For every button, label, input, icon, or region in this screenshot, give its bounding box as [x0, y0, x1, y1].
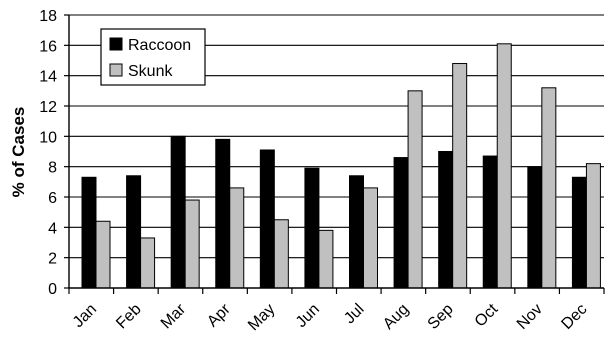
bar-skunk-jan: [95, 220, 111, 289]
bar-skunk-sep: [452, 63, 468, 289]
legend: Raccoon Skunk: [100, 28, 206, 86]
x-tick-label-mar: Mar: [158, 300, 190, 332]
x-tick-labels: Jan Feb Mar Apr May Jun Jul Aug Sep Oct Nov Dec: [70, 300, 591, 334]
bar-raccoon-mar: [170, 135, 186, 289]
axes: [68, 15, 605, 294]
y-tick-label: 12: [39, 99, 57, 116]
bar-raccoon-aug: [393, 157, 409, 289]
bar-raccoon-nov: [527, 166, 543, 289]
x-tick-label-jan: Jan: [70, 301, 100, 331]
bar-raccoon-apr: [215, 138, 231, 289]
bars: [81, 43, 601, 289]
bar-raccoon-jul: [349, 175, 364, 289]
y-tick-label: 16: [39, 38, 57, 55]
bar-skunk-jun: [318, 229, 334, 289]
bar-skunk-nov: [541, 87, 557, 289]
x-tick-label-nov: Nov: [514, 301, 546, 333]
legend-swatch-skunk: [109, 63, 123, 77]
bar-skunk-jul: [363, 187, 378, 289]
bar-raccoon-jun: [304, 167, 320, 289]
x-tick-label-may: May: [245, 301, 278, 334]
bar-skunk-aug: [407, 90, 423, 289]
y-axis-title: % of Cases: [9, 107, 28, 198]
y-tick-labels: 0 2 4 6 8 10 12 14 16 18: [39, 8, 57, 298]
x-tick-label-oct: Oct: [472, 300, 502, 330]
y-tick-label: 2: [48, 251, 57, 268]
bar-skunk-feb: [140, 237, 156, 289]
y-tick-label: 18: [39, 8, 57, 25]
bar-skunk-mar: [184, 199, 200, 289]
x-tick-label-jul: Jul: [341, 301, 367, 327]
bar-skunk-oct: [496, 43, 512, 289]
x-tick-label-jun: Jun: [293, 301, 323, 331]
bar-raccoon-may: [259, 149, 275, 289]
bar-skunk-may: [273, 219, 289, 289]
x-tick-label-sep: Sep: [425, 301, 457, 333]
y-tick-label: 6: [48, 190, 57, 207]
bar-raccoon-feb: [126, 175, 142, 289]
y-tick-label: 4: [48, 220, 57, 237]
legend-label-skunk: Skunk: [128, 63, 173, 80]
bar-skunk-apr: [229, 187, 245, 289]
x-tick-label-apr: Apr: [204, 300, 234, 330]
legend-swatch-raccoon: [109, 37, 123, 51]
bar-raccoon-oct: [482, 155, 498, 289]
y-tick-label: 0: [48, 281, 57, 298]
bar-raccoon-sep: [438, 151, 454, 289]
y-tick-label: 8: [48, 160, 57, 177]
x-tick-label-aug: Aug: [380, 301, 412, 333]
x-tick-label-feb: Feb: [113, 301, 145, 333]
bar-skunk-dec: [585, 163, 601, 289]
bar-raccoon-dec: [571, 176, 587, 289]
y-tick-label: 14: [39, 69, 57, 86]
legend-label-raccoon: Raccoon: [128, 37, 191, 54]
x-tick-label-dec: Dec: [558, 301, 590, 333]
bar-raccoon-jan: [81, 176, 97, 289]
y-tick-label: 10: [39, 129, 57, 146]
